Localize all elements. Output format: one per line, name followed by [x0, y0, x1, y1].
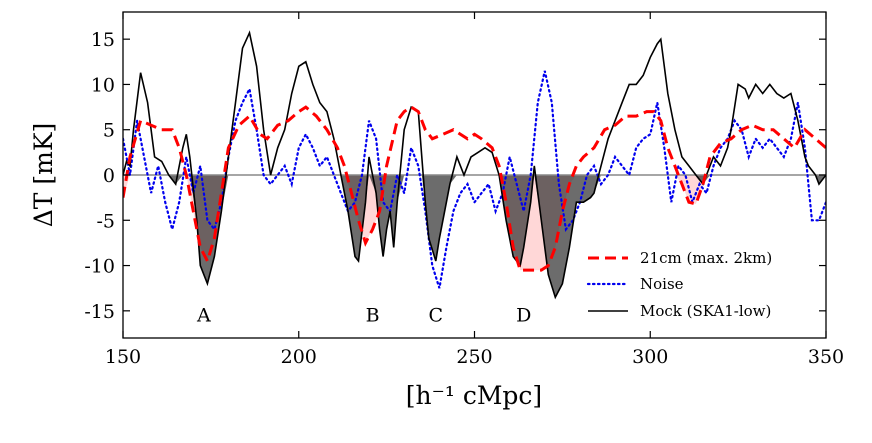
plot-frame: [122, 11, 827, 339]
y-tick-label: 0: [103, 165, 115, 187]
y-tick-label: 10: [91, 74, 115, 96]
region-labels: A B C D: [196, 304, 531, 326]
region-label-a: A: [196, 304, 211, 326]
series-line-21cm: [123, 105, 826, 272]
y-axis-label: ΔT [mK]: [29, 123, 58, 228]
axis-ticks: 150 200 250 300 350 15 10 5 0 -5 -10 -15: [84, 12, 844, 368]
legend-label-mock: Mock (SKA1-low): [640, 302, 771, 320]
series-layer: [123, 30, 826, 300]
y-tick-label: -15: [84, 301, 115, 323]
y-tick-label: -5: [96, 210, 115, 232]
legend-label-noise: Noise: [640, 275, 684, 293]
y-tick-label: -10: [84, 256, 115, 278]
x-tick-label: 200: [281, 346, 317, 368]
region-label-b: B: [366, 304, 380, 326]
x-tick-label: 150: [105, 346, 141, 368]
legend: 21cm (max. 2km) Noise Mock (SKA1-low): [586, 249, 772, 320]
region-label-c: C: [429, 304, 444, 326]
legend-label-21cm: 21cm (max. 2km): [640, 249, 772, 267]
region-label-d: D: [516, 304, 531, 326]
x-axis-label: [h⁻¹ cMpc]: [406, 381, 542, 410]
x-tick-label: 250: [456, 346, 492, 368]
series-line-noise: [123, 70, 826, 289]
x-tick-label: 350: [808, 346, 844, 368]
y-tick-label: 15: [91, 29, 115, 51]
y-tick-label: 5: [103, 120, 115, 142]
x-tick-label: 300: [632, 346, 668, 368]
series-line-mock: [123, 30, 826, 300]
